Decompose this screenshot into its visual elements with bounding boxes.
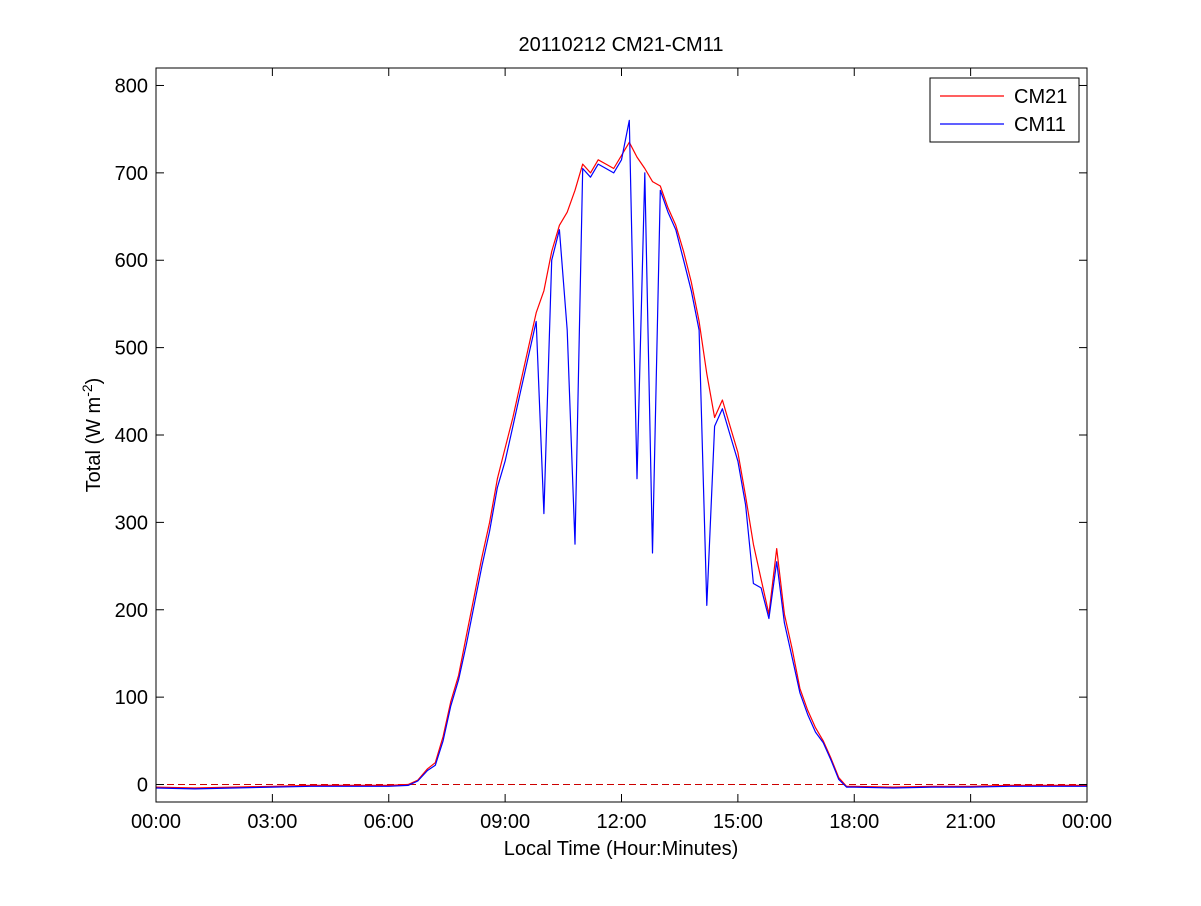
x-tick-label: 09:00	[480, 811, 530, 833]
plot-frame	[155, 67, 1088, 803]
y-tick-label: 200	[115, 600, 148, 622]
y-tick-label: 400	[115, 425, 148, 447]
legend-label-cm11: CM11	[1014, 114, 1066, 136]
y-tick-label: 500	[115, 338, 148, 360]
y-tick-label: 700	[115, 163, 148, 185]
x-tick-label: 18:00	[829, 811, 879, 833]
legend: CM21 CM11	[929, 77, 1080, 143]
x-tick-label: 15:00	[713, 811, 763, 833]
x-axis-label: Local Time (Hour:Minutes)	[504, 838, 739, 860]
series-line-cm21	[155, 141, 1087, 789]
y-tick-label: 600	[115, 250, 148, 272]
plot-area: 00:00 03:00 06:00 09:00 12:00 15:00 18:00 21:00…	[115, 67, 1112, 833]
y-axis-label: Total (W m-2)	[79, 378, 105, 493]
y-axis-label-exponent: -2	[79, 384, 95, 397]
y-axis-label-suffix: )	[83, 378, 105, 385]
x-tick-label: 00:00	[131, 811, 181, 833]
series-line-cm11	[155, 119, 1087, 790]
x-tick-label: 00:00	[1062, 811, 1112, 833]
x-tick-label: 06:00	[364, 811, 414, 833]
y-tick-label: 0	[137, 775, 148, 797]
y-axis-label-text: Total (W m	[83, 397, 105, 493]
chart-title: 20110212 CM21-CM11	[519, 34, 724, 56]
y-tick-label: 100	[115, 687, 148, 709]
legend-box	[929, 77, 1080, 143]
x-tick-label: 12:00	[596, 811, 646, 833]
x-tick-label: 21:00	[946, 811, 996, 833]
y-tick-label: 300	[115, 512, 148, 534]
y-tick-label: 800	[115, 75, 148, 97]
legend-label-cm21: CM21	[1014, 86, 1067, 108]
x-tick-label: 03:00	[247, 811, 297, 833]
